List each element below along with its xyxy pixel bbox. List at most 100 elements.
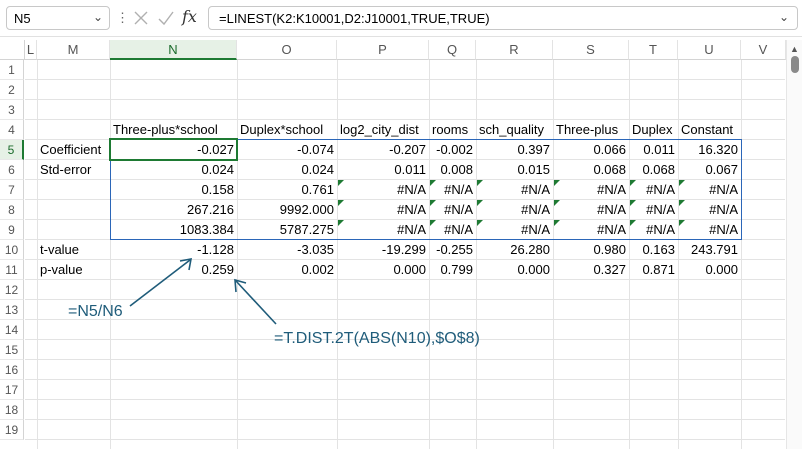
row-header-8[interactable]: 8: [0, 200, 24, 220]
row-header-16[interactable]: 16: [0, 360, 24, 380]
cell-R9[interactable]: #N/A: [521, 222, 550, 237]
cell-T10[interactable]: 0.163: [642, 242, 675, 257]
cell-O7[interactable]: 0.761: [301, 182, 334, 197]
label-std-error[interactable]: Std-error: [40, 162, 92, 177]
row-header-7[interactable]: 7: [0, 180, 24, 200]
cell-P6[interactable]: 0.011: [394, 162, 426, 177]
cancel-x-icon[interactable]: [132, 7, 150, 29]
cell-Q10[interactable]: -0.255: [436, 242, 473, 257]
expand-formula-icon[interactable]: ⌄: [778, 10, 789, 24]
cell-Q11[interactable]: 0.799: [440, 262, 473, 277]
header-three-plus[interactable]: Three-plus: [556, 122, 619, 137]
label-p-value[interactable]: p-value: [40, 262, 83, 277]
column-header-L[interactable]: L: [25, 40, 37, 60]
cell-S9[interactable]: #N/A: [597, 222, 626, 237]
scrollbar-thumb[interactable]: [791, 56, 799, 73]
label-t-value[interactable]: t-value: [40, 242, 80, 257]
cell-S10[interactable]: 0.980: [593, 242, 626, 257]
row-header-11[interactable]: 11: [0, 260, 24, 280]
cell-S11[interactable]: 0.327: [593, 262, 626, 277]
header-constant[interactable]: Constant: [681, 122, 734, 137]
column-header-S[interactable]: S: [553, 40, 629, 60]
cell-R10[interactable]: 26.280: [510, 242, 550, 257]
cell-Q9[interactable]: #N/A: [444, 222, 473, 237]
header-log2-city-dist[interactable]: log2_city_dist: [340, 122, 419, 137]
row-header-18[interactable]: 18: [0, 400, 24, 420]
row-header-9[interactable]: 9: [0, 220, 24, 240]
header-sch-quality[interactable]: sch_quality: [479, 122, 545, 137]
row-header-13[interactable]: 13: [0, 300, 24, 320]
cell-U10[interactable]: 243.791: [691, 242, 738, 257]
cell-S7[interactable]: #N/A: [597, 182, 626, 197]
cell-T5[interactable]: 0.011: [643, 142, 675, 157]
row-header-19[interactable]: 19: [0, 420, 24, 440]
cell-S6[interactable]: 0.068: [593, 162, 626, 177]
cell-T6[interactable]: 0.068: [642, 162, 675, 177]
cell-grid[interactable]: Three-plus*school Duplex*school log2_cit…: [25, 60, 785, 449]
cell-S8[interactable]: #N/A: [597, 202, 626, 217]
chevron-down-icon[interactable]: ⌄: [92, 10, 103, 24]
cell-O9[interactable]: 5787.275: [279, 222, 334, 237]
column-header-T[interactable]: T: [629, 40, 678, 60]
cell-N9[interactable]: 1083.384: [179, 222, 234, 237]
cell-U9[interactable]: #N/A: [709, 222, 738, 237]
cell-O10[interactable]: -3.035: [297, 242, 334, 257]
cell-P11[interactable]: 0.000: [393, 262, 426, 277]
cell-O5[interactable]: -0.074: [297, 142, 334, 157]
cell-P10[interactable]: -19.299: [381, 242, 426, 257]
cell-U5[interactable]: 16.320: [698, 142, 738, 157]
row-header-2[interactable]: 2: [0, 80, 24, 100]
cell-Q6[interactable]: 0.008: [440, 162, 473, 177]
cell-Q5[interactable]: -0.002: [436, 142, 473, 157]
cell-U8[interactable]: #N/A: [709, 202, 738, 217]
row-header-5[interactable]: 5: [0, 140, 24, 160]
cell-O6[interactable]: 0.024: [301, 162, 334, 177]
row-header-15[interactable]: 15: [0, 340, 24, 360]
cell-N10[interactable]: -1.128: [197, 242, 234, 257]
cell-N5[interactable]: -0.027: [197, 142, 234, 157]
name-box[interactable]: N5 ⌄: [6, 6, 110, 30]
column-header-M[interactable]: M: [37, 40, 110, 60]
row-header-3[interactable]: 3: [0, 100, 24, 120]
cell-P8[interactable]: #N/A: [397, 202, 426, 217]
row-header-17[interactable]: 17: [0, 380, 24, 400]
vertical-scrollbar[interactable]: ▲: [786, 40, 802, 449]
more-options-icon[interactable]: ⋮: [116, 10, 129, 25]
cell-N7[interactable]: 0.158: [201, 182, 234, 197]
cell-P9[interactable]: #N/A: [397, 222, 426, 237]
function-fx-icon[interactable]: fx: [182, 7, 197, 26]
column-header-U[interactable]: U: [678, 40, 741, 60]
row-header-10[interactable]: 10: [0, 240, 24, 260]
cell-U7[interactable]: #N/A: [709, 182, 738, 197]
cell-R6[interactable]: 0.015: [517, 162, 550, 177]
select-all-corner[interactable]: [0, 40, 25, 60]
row-header-6[interactable]: 6: [0, 160, 24, 180]
column-header-R[interactable]: R: [476, 40, 553, 60]
cell-Q8[interactable]: #N/A: [444, 202, 473, 217]
row-header-14[interactable]: 14: [0, 320, 24, 340]
cell-R5[interactable]: 0.397: [517, 142, 550, 157]
column-header-V[interactable]: V: [741, 40, 786, 60]
cell-R8[interactable]: #N/A: [521, 202, 550, 217]
cell-R7[interactable]: #N/A: [521, 182, 550, 197]
cell-N8[interactable]: 267.216: [187, 202, 234, 217]
cell-N6[interactable]: 0.024: [201, 162, 234, 177]
cell-U6[interactable]: 0.067: [705, 162, 738, 177]
formula-input[interactable]: =LINEST(K2:K10001,D2:J10001,TRUE,TRUE) ⌄: [208, 6, 798, 30]
column-header-N[interactable]: N: [110, 40, 237, 60]
check-icon[interactable]: [157, 7, 175, 29]
cell-O8[interactable]: 9992.000: [279, 202, 334, 217]
cell-N11[interactable]: 0.259: [201, 262, 234, 277]
label-coefficient[interactable]: Coefficient: [40, 142, 102, 157]
column-header-O[interactable]: O: [237, 40, 337, 60]
row-header-12[interactable]: 12: [0, 280, 24, 300]
row-header-1[interactable]: 1: [0, 60, 24, 80]
column-header-P[interactable]: P: [337, 40, 429, 60]
cell-O11[interactable]: 0.002: [301, 262, 334, 277]
cell-T11[interactable]: 0.871: [642, 262, 675, 277]
header-duplex-school[interactable]: Duplex*school: [240, 122, 324, 137]
header-three-plus-school[interactable]: Three-plus*school: [113, 122, 218, 137]
cell-U11[interactable]: 0.000: [705, 262, 738, 277]
header-duplex[interactable]: Duplex: [632, 122, 673, 137]
cell-S5[interactable]: 0.066: [593, 142, 626, 157]
